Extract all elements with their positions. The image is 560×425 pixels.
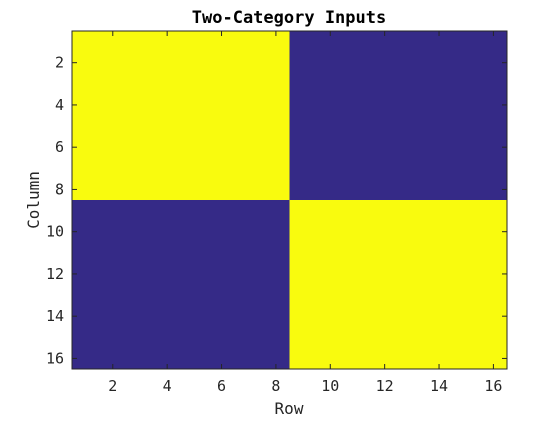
y-tick-label: 8 [55, 180, 64, 198]
x-axis-label: Row [275, 399, 304, 418]
x-tick-label: 2 [108, 377, 117, 395]
x-tick-label: 4 [163, 377, 172, 395]
x-tick-label: 14 [430, 377, 448, 395]
heatmap-block-2 [289, 31, 507, 200]
y-axis-label: Column [24, 171, 43, 229]
y-tick-label: 2 [55, 54, 64, 72]
x-tick-label: 10 [321, 377, 339, 395]
y-tick-label: 6 [55, 138, 64, 156]
x-axis: 2 4 6 8 10 12 14 16 [108, 31, 502, 395]
heatmap-block-1 [72, 31, 290, 200]
y-tick-label: 10 [46, 223, 64, 241]
heatmap-block-3 [72, 200, 290, 369]
y-axis: 2 4 6 8 10 12 14 16 [46, 54, 507, 367]
x-tick-label: 6 [217, 377, 226, 395]
plot-frame [71, 30, 508, 370]
y-tick-label: 12 [46, 265, 64, 283]
y-tick-label: 16 [46, 349, 64, 367]
heatmap-cells [72, 31, 507, 369]
x-tick-label: 8 [271, 377, 280, 395]
x-tick-label: 16 [484, 377, 502, 395]
chart-title: Two-Category Inputs [192, 8, 386, 28]
y-tick-label: 4 [55, 96, 64, 114]
heatmap-block-4 [289, 200, 507, 369]
x-tick-label: 12 [376, 377, 394, 395]
y-tick-label: 14 [46, 307, 64, 325]
